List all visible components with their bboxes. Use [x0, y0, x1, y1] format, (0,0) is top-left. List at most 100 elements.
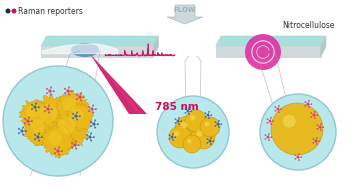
Circle shape [181, 122, 193, 135]
Circle shape [204, 122, 214, 131]
Polygon shape [23, 112, 57, 146]
Circle shape [71, 90, 73, 92]
Circle shape [192, 118, 197, 123]
Circle shape [50, 94, 52, 96]
Circle shape [316, 143, 318, 145]
Circle shape [30, 119, 44, 133]
Circle shape [210, 143, 212, 145]
Circle shape [178, 123, 180, 125]
Circle shape [320, 123, 322, 125]
Circle shape [50, 86, 52, 88]
Circle shape [93, 136, 95, 138]
Circle shape [157, 96, 229, 168]
Circle shape [184, 112, 186, 114]
Circle shape [316, 124, 318, 126]
Circle shape [174, 136, 176, 138]
Circle shape [73, 144, 77, 146]
Polygon shape [153, 36, 158, 57]
Circle shape [190, 115, 201, 126]
Circle shape [170, 127, 190, 146]
Circle shape [270, 123, 272, 125]
Circle shape [58, 146, 60, 148]
Circle shape [204, 116, 206, 118]
Circle shape [260, 94, 336, 170]
Circle shape [180, 120, 182, 122]
Circle shape [214, 121, 216, 123]
Polygon shape [49, 109, 90, 150]
Circle shape [208, 117, 210, 119]
Circle shape [187, 139, 192, 144]
Circle shape [83, 96, 85, 98]
Circle shape [188, 113, 190, 115]
Circle shape [90, 140, 92, 142]
Circle shape [72, 109, 84, 121]
Circle shape [187, 139, 196, 148]
Circle shape [74, 115, 77, 117]
Circle shape [171, 136, 173, 138]
Circle shape [48, 104, 50, 106]
Circle shape [268, 139, 270, 141]
Circle shape [64, 92, 66, 94]
Circle shape [68, 94, 70, 96]
Circle shape [277, 109, 315, 148]
Text: FLOW: FLOW [174, 7, 196, 13]
Circle shape [28, 124, 30, 126]
Circle shape [39, 104, 58, 123]
Circle shape [320, 129, 322, 131]
Circle shape [300, 156, 302, 158]
Circle shape [207, 124, 211, 129]
Circle shape [205, 123, 213, 130]
Circle shape [28, 116, 30, 118]
Circle shape [267, 118, 268, 120]
Circle shape [25, 130, 27, 132]
Circle shape [278, 111, 280, 113]
Circle shape [210, 137, 212, 139]
Circle shape [304, 101, 306, 103]
Circle shape [12, 9, 17, 13]
Polygon shape [41, 124, 75, 158]
Circle shape [184, 125, 190, 131]
Circle shape [317, 114, 318, 116]
Circle shape [316, 137, 318, 139]
Circle shape [54, 152, 56, 154]
Circle shape [185, 126, 188, 129]
Polygon shape [67, 102, 94, 132]
Circle shape [26, 105, 39, 118]
Circle shape [184, 108, 186, 110]
Circle shape [313, 114, 315, 116]
Circle shape [190, 142, 192, 144]
Circle shape [196, 131, 208, 142]
Circle shape [274, 106, 319, 151]
Circle shape [217, 123, 219, 125]
Circle shape [285, 118, 304, 136]
Circle shape [46, 92, 48, 94]
Circle shape [270, 117, 272, 119]
Circle shape [48, 131, 62, 145]
Circle shape [277, 108, 279, 110]
Circle shape [49, 90, 52, 92]
Circle shape [58, 117, 75, 134]
Circle shape [314, 117, 316, 119]
Circle shape [175, 132, 183, 140]
Circle shape [298, 159, 300, 161]
Circle shape [178, 119, 197, 138]
Circle shape [204, 122, 209, 126]
Circle shape [76, 111, 78, 113]
Circle shape [35, 102, 37, 104]
Circle shape [210, 114, 212, 116]
Circle shape [274, 106, 276, 108]
Circle shape [189, 141, 193, 145]
Circle shape [179, 121, 195, 136]
Circle shape [307, 103, 309, 105]
Circle shape [185, 110, 207, 132]
Circle shape [91, 108, 94, 110]
Circle shape [245, 34, 281, 70]
Circle shape [71, 146, 73, 148]
Circle shape [183, 135, 201, 153]
Circle shape [196, 130, 202, 136]
Circle shape [169, 126, 191, 148]
Circle shape [271, 103, 323, 155]
Circle shape [94, 119, 96, 121]
Polygon shape [215, 46, 321, 57]
Circle shape [312, 138, 314, 140]
